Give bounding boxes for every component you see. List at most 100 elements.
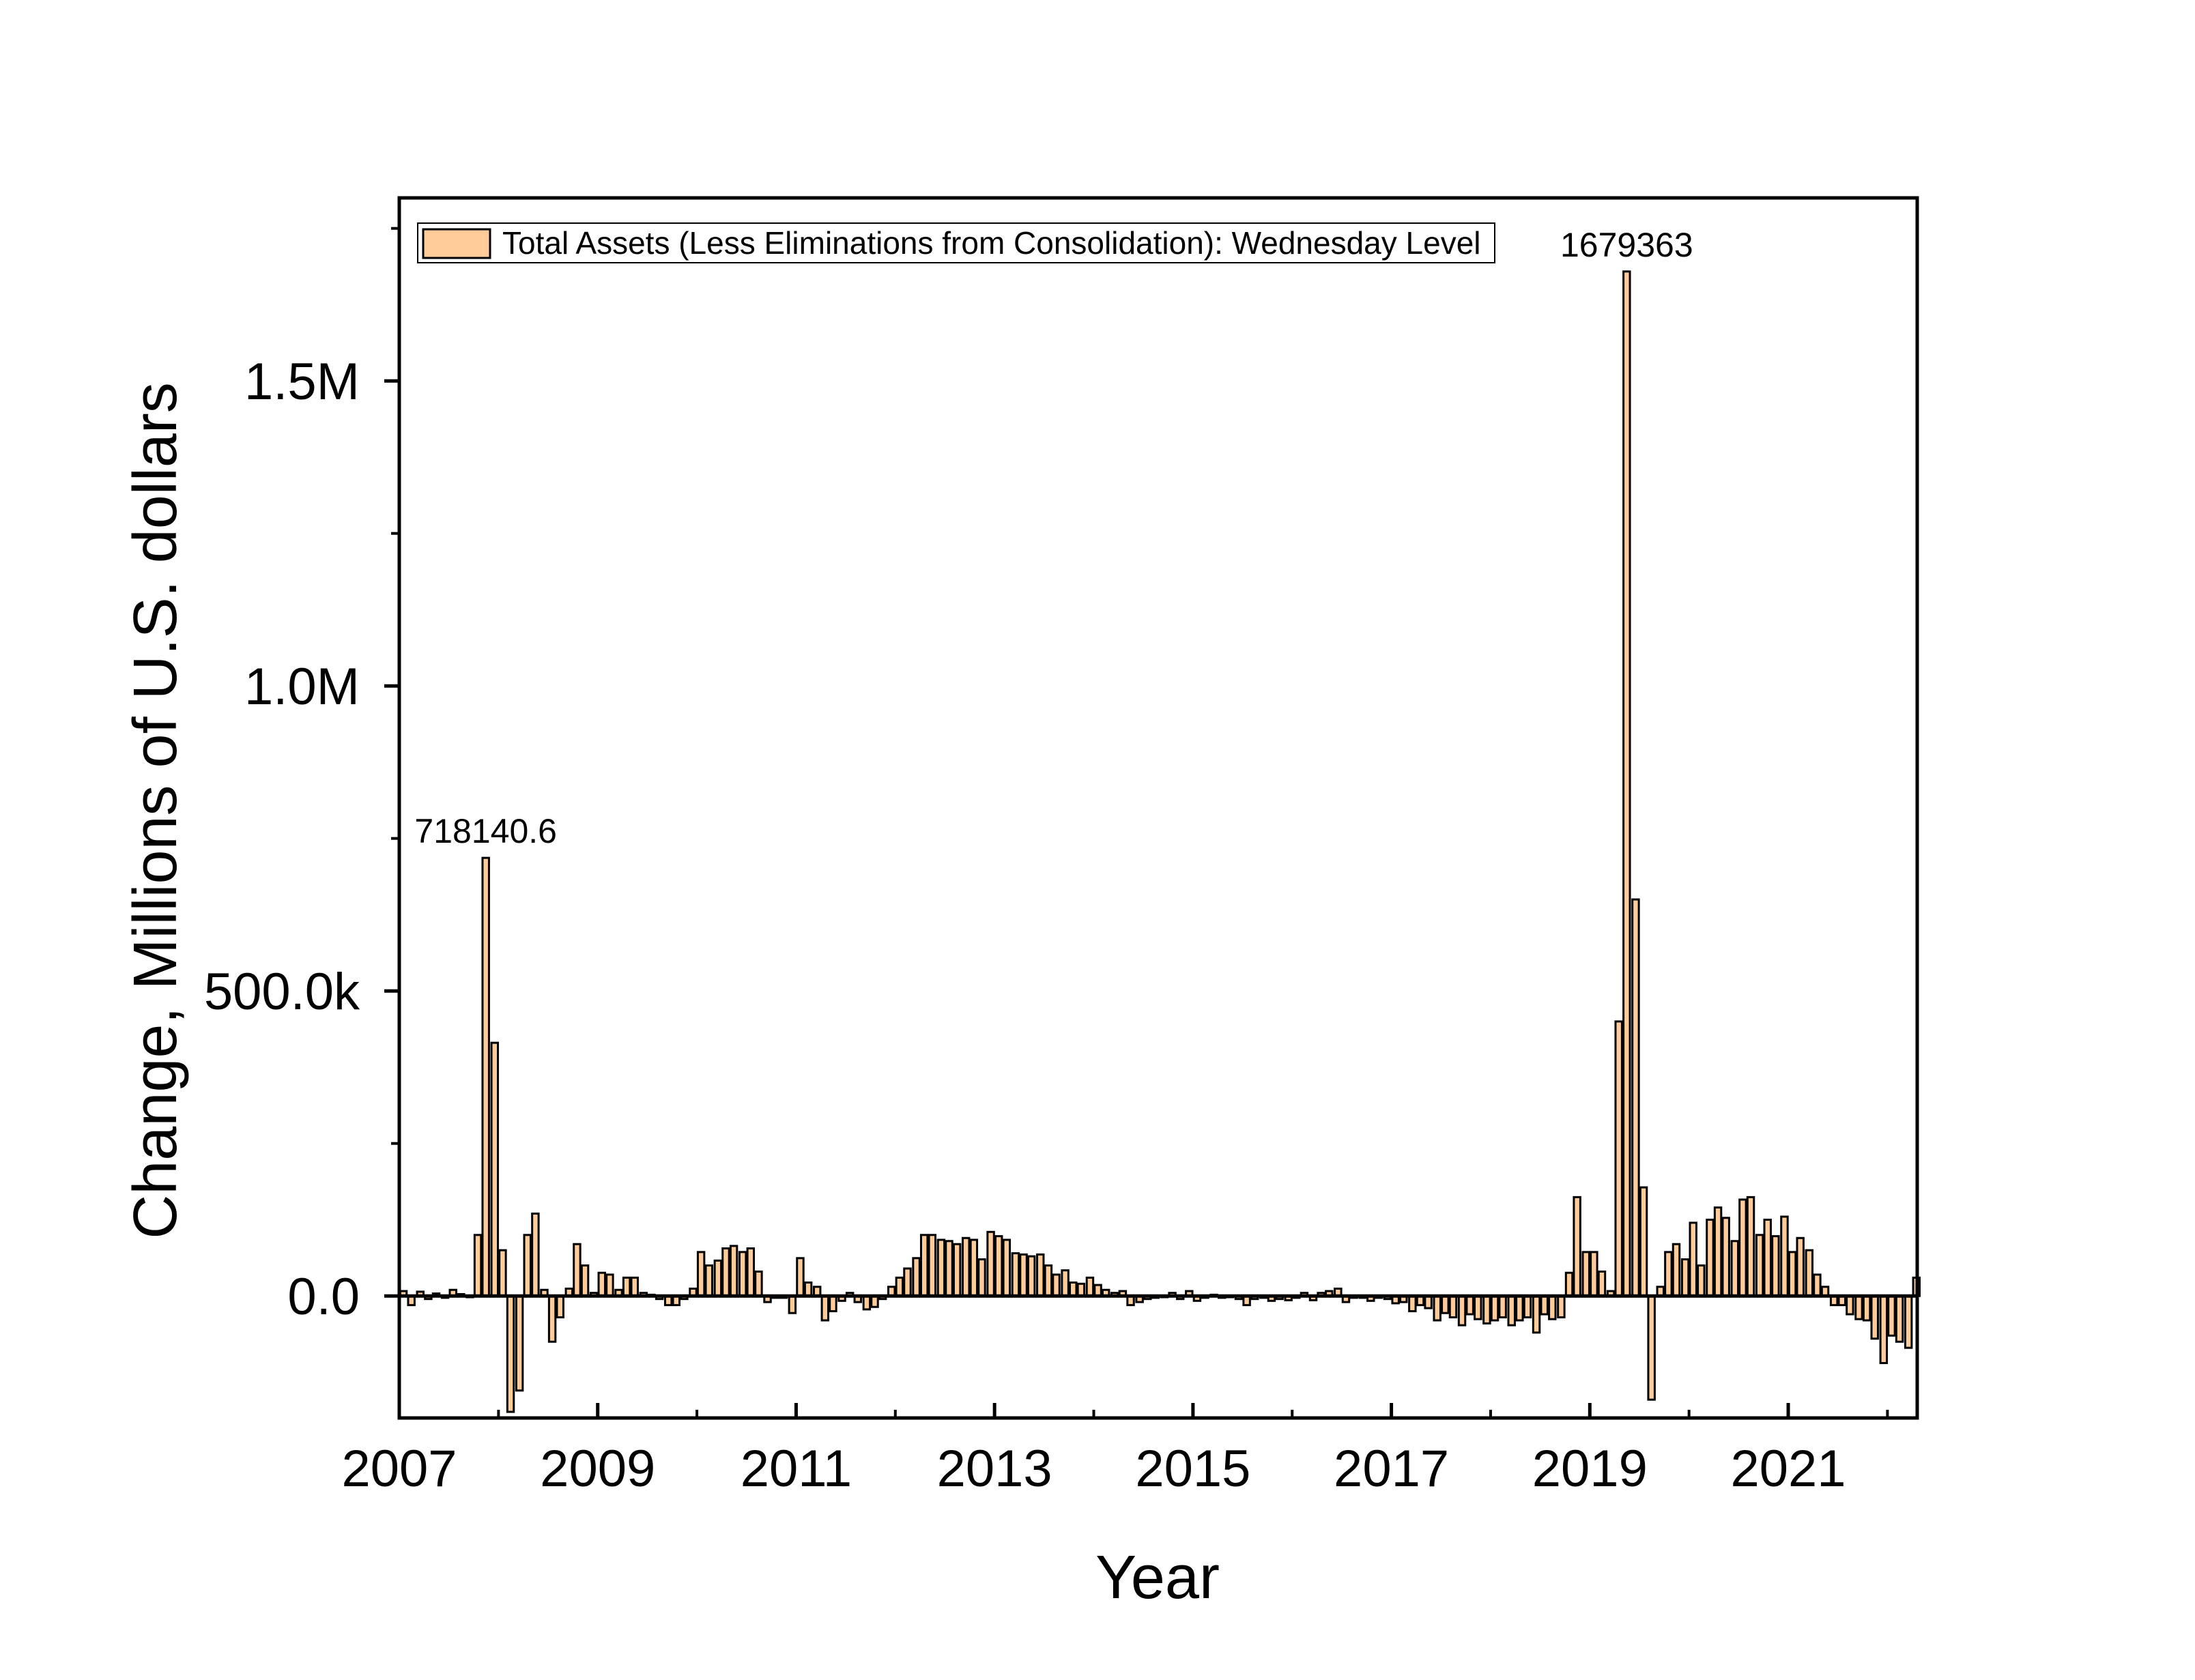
bar: [1027, 1255, 1036, 1297]
bar: [1639, 1186, 1648, 1297]
bar: [945, 1240, 953, 1297]
bar: [1746, 1196, 1755, 1297]
x-tick-label: 2017: [1334, 1440, 1449, 1498]
data-label: 718140.6: [414, 812, 557, 850]
bar: [754, 1270, 763, 1297]
bar: [1788, 1251, 1797, 1297]
bar: [713, 1259, 723, 1297]
bar: [820, 1294, 830, 1322]
bar: [704, 1264, 713, 1297]
bar: [605, 1273, 614, 1297]
bar: [1730, 1240, 1740, 1297]
bar: [506, 1294, 515, 1413]
bar: [994, 1235, 1003, 1297]
x-axis-title: Year: [1095, 1544, 1220, 1612]
bar: [556, 1294, 564, 1318]
bar: [829, 1294, 837, 1313]
x-tick-label: 2009: [540, 1440, 655, 1498]
plot-frame: [397, 196, 1919, 1420]
bar: [1895, 1294, 1904, 1343]
bar: [1672, 1243, 1681, 1297]
bar: [952, 1243, 962, 1297]
bar: [1597, 1270, 1607, 1297]
bar: [803, 1281, 813, 1297]
bar: [1564, 1271, 1574, 1297]
bar: [1689, 1221, 1697, 1297]
bar: [986, 1230, 995, 1297]
bar: [862, 1294, 872, 1311]
bar: [1805, 1249, 1814, 1297]
bar: [1581, 1251, 1590, 1297]
bar: [1647, 1294, 1656, 1401]
bar: [1622, 270, 1631, 1297]
bar: [788, 1294, 797, 1314]
bar: [729, 1245, 738, 1297]
bar: [1904, 1294, 1913, 1349]
x-tick-label: 2019: [1532, 1440, 1648, 1498]
legend: Total Assets (Less Eliminations from Con…: [417, 222, 1495, 263]
y-tick-label: 1.5M: [244, 353, 360, 411]
bar: [1631, 898, 1640, 1297]
bar: [1887, 1294, 1896, 1337]
bar: [473, 1234, 483, 1297]
bar: [1854, 1294, 1863, 1320]
bar: [547, 1294, 557, 1343]
bar: [515, 1294, 524, 1392]
y-tick-label: 1.0M: [244, 658, 360, 716]
bar: [597, 1271, 606, 1297]
bar: [1507, 1294, 1516, 1327]
bar: [622, 1276, 631, 1297]
bar: [1738, 1198, 1747, 1297]
bar: [531, 1213, 540, 1297]
bar: [580, 1264, 590, 1297]
bar: [1044, 1264, 1053, 1297]
bar: [1862, 1294, 1871, 1322]
bar: [1052, 1273, 1061, 1297]
bar: [1870, 1294, 1879, 1340]
bar: [912, 1257, 921, 1297]
y-tick-label: 0.0: [287, 1268, 360, 1326]
bar: [895, 1276, 904, 1297]
x-tick-label: 2015: [1135, 1440, 1250, 1498]
x-tick-label: 2021: [1730, 1440, 1846, 1498]
bar: [481, 856, 490, 1297]
bar: [1448, 1294, 1458, 1318]
bar: [1796, 1236, 1805, 1297]
x-tick-label: 2013: [937, 1440, 1052, 1498]
bar: [498, 1249, 507, 1297]
bar: [523, 1234, 532, 1297]
bar: [1061, 1269, 1070, 1297]
bar: [1813, 1273, 1822, 1297]
bar: [1424, 1294, 1433, 1309]
legend-label: Total Assets (Less Eliminations from Con…: [502, 225, 1481, 261]
data-label: 1679363: [1560, 226, 1693, 264]
x-tick-label: 2011: [741, 1440, 852, 1498]
bar: [969, 1239, 979, 1297]
bar: [1548, 1294, 1557, 1320]
bar: [1457, 1294, 1467, 1327]
bar: [1474, 1294, 1482, 1320]
bar: [1780, 1215, 1789, 1297]
bar: [490, 1041, 499, 1297]
y-tick-label: 500.0k: [204, 963, 360, 1021]
bar: [796, 1257, 805, 1297]
bar: [721, 1247, 730, 1297]
bar: [1771, 1235, 1780, 1297]
bar: [1614, 1020, 1623, 1297]
bar: [1515, 1294, 1524, 1322]
bar: [928, 1234, 937, 1297]
bar: [1590, 1251, 1598, 1297]
bar: [746, 1247, 756, 1297]
bar: [1573, 1196, 1581, 1297]
annotations: 718140.6 1679363: [414, 226, 1693, 850]
bar: [1408, 1294, 1417, 1313]
bar: [1697, 1264, 1706, 1297]
bar: [977, 1258, 986, 1297]
bar: [1713, 1206, 1723, 1297]
legend-box: [417, 222, 1495, 263]
bar: [1755, 1234, 1764, 1297]
bar: [738, 1251, 747, 1297]
bar: [696, 1251, 706, 1297]
